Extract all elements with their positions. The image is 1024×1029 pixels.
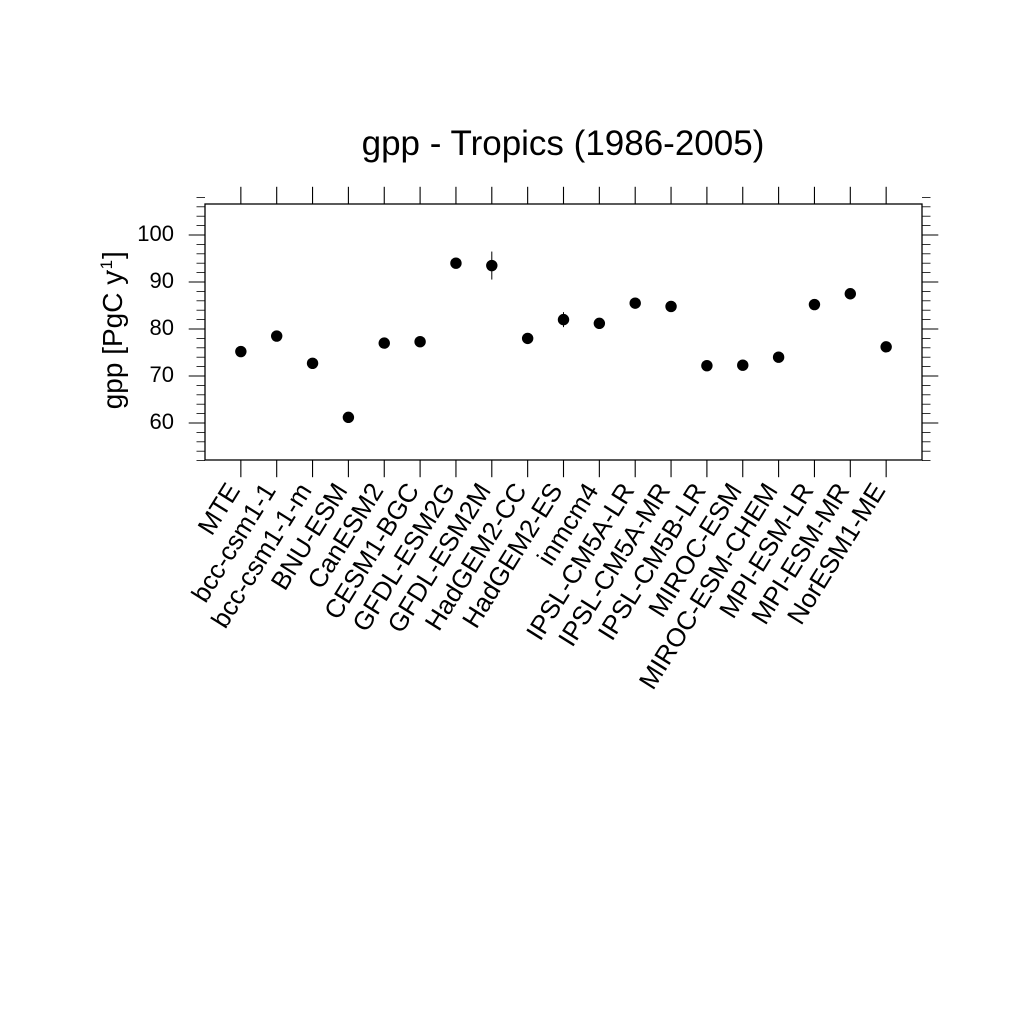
svg-text:gpp - Tropics (1986-2005): gpp - Tropics (1986-2005) xyxy=(362,124,765,163)
svg-text:70: 70 xyxy=(150,362,174,387)
svg-text:-1: -1 xyxy=(97,260,116,275)
svg-text:gpp [PgC y: gpp [PgC y xyxy=(97,271,128,410)
svg-text:]: ] xyxy=(97,251,128,259)
svg-text:60: 60 xyxy=(150,409,174,434)
svg-text:80: 80 xyxy=(150,315,174,340)
svg-text:100: 100 xyxy=(137,221,174,246)
svg-text:90: 90 xyxy=(150,268,174,293)
